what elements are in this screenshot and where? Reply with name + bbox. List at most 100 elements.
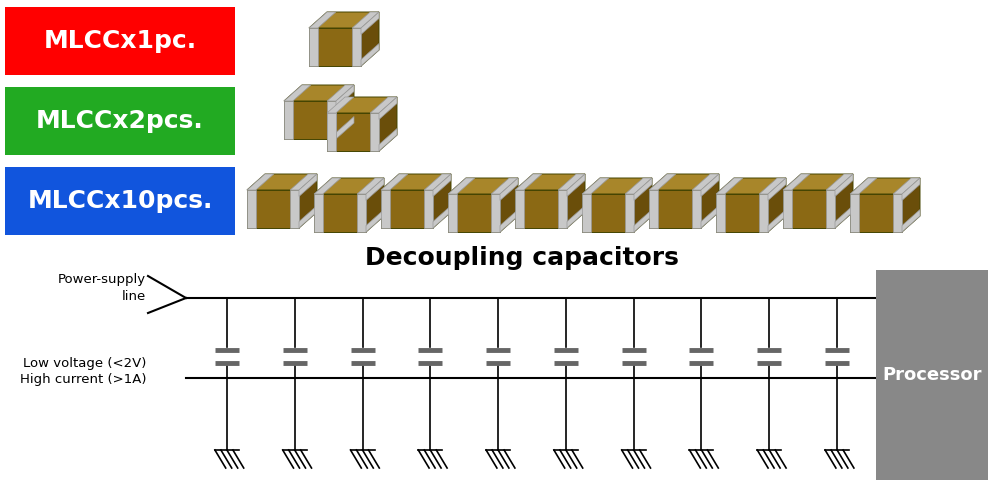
Polygon shape [826,190,835,228]
Polygon shape [327,97,397,113]
Polygon shape [247,190,256,228]
Polygon shape [352,28,361,66]
Polygon shape [284,85,311,101]
Polygon shape [515,174,585,190]
Polygon shape [336,85,354,139]
Polygon shape [336,85,354,108]
Polygon shape [299,206,317,228]
Bar [5,167,235,235]
Polygon shape [558,174,585,190]
Polygon shape [327,85,354,101]
Polygon shape [850,194,859,232]
Polygon shape [327,101,336,139]
Polygon shape [649,190,658,228]
Polygon shape [515,174,542,190]
Polygon shape [357,194,366,232]
Polygon shape [284,101,292,139]
Polygon shape [649,174,719,190]
Polygon shape [309,12,336,28]
Polygon shape [309,28,318,66]
Polygon shape [314,194,323,232]
Polygon shape [336,116,354,139]
Polygon shape [649,174,676,190]
Polygon shape [567,174,585,228]
Polygon shape [381,190,433,228]
Polygon shape [500,178,518,201]
Polygon shape [448,178,518,194]
Polygon shape [500,178,518,232]
Polygon shape [634,209,652,232]
Polygon shape [582,194,634,232]
Polygon shape [783,174,853,190]
Polygon shape [309,12,379,28]
Text: MLCCx2pcs.: MLCCx2pcs. [36,109,204,133]
Polygon shape [768,178,786,232]
Polygon shape [701,174,719,228]
Polygon shape [902,178,920,201]
Polygon shape [433,174,451,228]
Polygon shape [783,174,810,190]
Polygon shape [902,178,920,232]
Polygon shape [379,129,397,151]
Polygon shape [379,97,397,151]
Polygon shape [379,97,397,119]
Polygon shape [783,190,792,228]
Polygon shape [582,194,591,232]
Text: MLCCx10pcs.: MLCCx10pcs. [28,189,213,213]
Polygon shape [716,194,724,232]
Polygon shape [759,194,768,232]
Bar [5,7,235,75]
Polygon shape [716,178,743,194]
Polygon shape [247,174,274,190]
Polygon shape [692,174,719,190]
Polygon shape [448,194,457,232]
Polygon shape [366,178,384,201]
Polygon shape [902,209,920,232]
Polygon shape [361,12,379,35]
Polygon shape [284,101,336,139]
Text: Power-supply
line: Power-supply line [57,274,146,302]
Polygon shape [768,178,786,201]
Polygon shape [567,206,585,228]
Polygon shape [701,174,719,196]
Polygon shape [327,113,336,151]
Polygon shape [284,85,354,101]
Polygon shape [515,190,524,228]
Polygon shape [247,174,317,190]
Polygon shape [299,174,317,196]
Polygon shape [835,174,853,196]
Polygon shape [448,194,500,232]
Polygon shape [582,178,652,194]
Polygon shape [850,194,902,232]
Polygon shape [893,194,902,232]
Polygon shape [558,190,567,228]
Polygon shape [515,190,567,228]
Polygon shape [783,190,835,228]
Polygon shape [327,97,354,113]
Polygon shape [381,174,408,190]
Polygon shape [433,206,451,228]
Bar [5,87,235,155]
Polygon shape [582,178,608,194]
Polygon shape [768,209,786,232]
Polygon shape [826,174,853,190]
Polygon shape [692,190,701,228]
Text: Processor: Processor [882,366,982,384]
Polygon shape [366,209,384,232]
Polygon shape [314,194,366,232]
Polygon shape [357,178,384,194]
Polygon shape [314,178,384,194]
Polygon shape [327,113,379,151]
Polygon shape [850,178,920,194]
Polygon shape [371,113,379,151]
Polygon shape [352,12,379,28]
Polygon shape [567,174,585,196]
Polygon shape [309,28,361,66]
Polygon shape [424,190,433,228]
Polygon shape [371,97,397,113]
Polygon shape [361,12,379,66]
Polygon shape [492,178,518,194]
Polygon shape [634,178,652,201]
Polygon shape [290,174,317,190]
Polygon shape [290,190,299,228]
